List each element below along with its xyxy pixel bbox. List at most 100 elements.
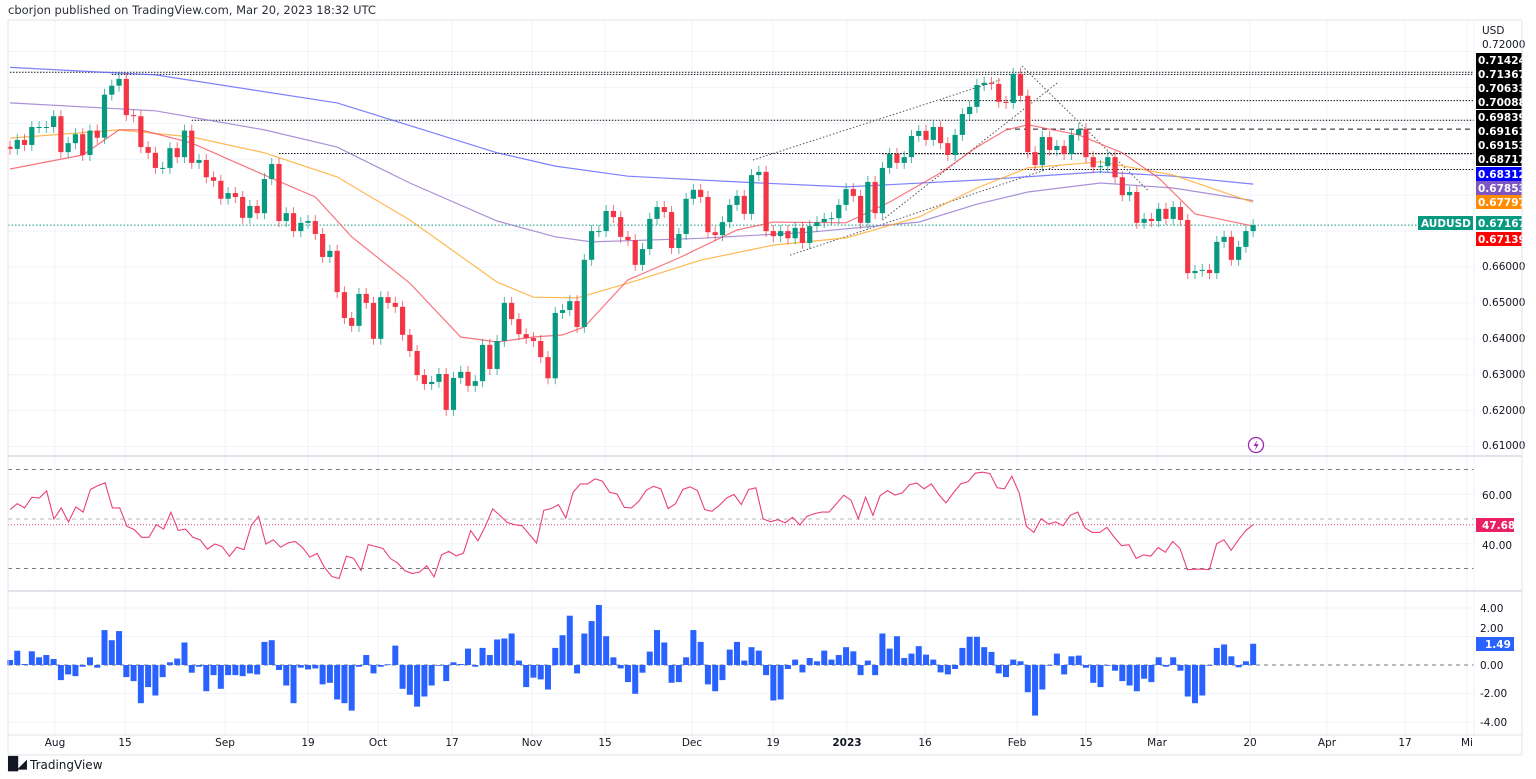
candle-up bbox=[952, 134, 958, 155]
candle-up bbox=[879, 167, 885, 214]
level-price-tag bbox=[1476, 152, 1522, 166]
histogram-bar bbox=[697, 641, 704, 665]
candle-up bbox=[1126, 191, 1133, 196]
candle-down bbox=[1017, 73, 1024, 96]
histogram-bar bbox=[515, 660, 522, 665]
histogram-bar bbox=[174, 658, 181, 665]
ma-price-tag bbox=[1476, 167, 1522, 181]
candle-up bbox=[778, 231, 784, 237]
candle-down bbox=[1003, 101, 1009, 103]
tradingview-logo[interactable]: █◢ TradingView bbox=[8, 757, 103, 772]
histogram-bar bbox=[617, 665, 624, 669]
candle-down bbox=[945, 143, 951, 155]
candle-down bbox=[1047, 137, 1053, 150]
candle-up bbox=[596, 231, 602, 233]
candle-down bbox=[94, 130, 100, 138]
candle-down bbox=[1119, 177, 1125, 196]
histogram-bar bbox=[813, 661, 820, 665]
level-price-tag-text: 0.69153 bbox=[1478, 140, 1526, 152]
histogram-bar bbox=[443, 665, 450, 682]
candle-down bbox=[857, 195, 864, 223]
candle-up bbox=[167, 148, 173, 168]
histogram-bar bbox=[1141, 665, 1148, 679]
histogram-bar bbox=[254, 665, 261, 675]
candle-down bbox=[370, 302, 377, 339]
level-price-tag bbox=[1476, 95, 1522, 109]
candle-up bbox=[1250, 225, 1256, 232]
candle-down bbox=[1090, 157, 1096, 168]
time-tick: 20 bbox=[1243, 737, 1256, 749]
histogram-bar bbox=[406, 665, 413, 695]
histogram-bar bbox=[1068, 656, 1075, 665]
histogram-bar bbox=[952, 665, 959, 669]
histogram-bar bbox=[166, 662, 173, 665]
histogram-bar bbox=[1126, 665, 1133, 686]
candle-down bbox=[443, 373, 449, 410]
candle-up bbox=[1097, 166, 1104, 168]
candle-down bbox=[58, 116, 64, 153]
time-tick: Feb bbox=[1008, 737, 1027, 749]
histogram-bar bbox=[1002, 665, 1009, 678]
candle-down bbox=[1112, 157, 1118, 178]
histogram-bar bbox=[944, 665, 951, 675]
candle-up bbox=[450, 377, 457, 410]
candle-down bbox=[1163, 208, 1169, 219]
candle-up bbox=[1199, 269, 1205, 271]
price-tick: 0.64000 bbox=[1482, 333, 1525, 345]
histogram-bar bbox=[334, 665, 341, 700]
candle-down bbox=[1148, 218, 1154, 222]
candle-down bbox=[1025, 95, 1031, 153]
histogram-bar bbox=[930, 659, 937, 665]
histogram-bar bbox=[639, 665, 646, 673]
candle-up bbox=[647, 218, 653, 250]
candle-up bbox=[690, 189, 696, 199]
candle-down bbox=[1032, 152, 1038, 166]
price-tick: 0.63000 bbox=[1482, 369, 1525, 381]
candle-down bbox=[705, 196, 711, 233]
histogram-bar bbox=[326, 665, 333, 683]
lightning-icon[interactable] bbox=[1247, 436, 1265, 454]
candle-down bbox=[80, 134, 86, 155]
histogram-bar bbox=[225, 665, 232, 676]
histogram-bar bbox=[108, 640, 115, 665]
candle-down bbox=[130, 115, 137, 117]
histogram-bar bbox=[217, 665, 224, 689]
last-price-tag-text: 0.67167 bbox=[1478, 218, 1526, 230]
histogram-bar bbox=[428, 665, 435, 686]
hist-tick: -4.00 bbox=[1480, 717, 1507, 729]
candle-up bbox=[683, 198, 689, 234]
time-tick: Sep bbox=[215, 737, 235, 749]
symbol-tag-text: AUDUSD bbox=[1421, 218, 1471, 230]
histogram-bar bbox=[79, 665, 86, 667]
histogram-bar bbox=[1097, 665, 1104, 688]
candle-down bbox=[850, 189, 856, 196]
histogram-bar bbox=[1235, 665, 1242, 668]
hist-tick: 2.00 bbox=[1480, 623, 1503, 635]
candle-down bbox=[152, 152, 158, 168]
candle-up bbox=[72, 134, 79, 144]
histogram-bar bbox=[203, 665, 210, 692]
candle-down bbox=[312, 221, 318, 234]
candle-up bbox=[908, 135, 915, 158]
histogram-bar bbox=[305, 665, 312, 670]
candle-up bbox=[901, 157, 907, 163]
candle-down bbox=[276, 163, 282, 222]
chart-border bbox=[7, 19, 1523, 756]
candle-down bbox=[1206, 269, 1213, 274]
histogram-bar bbox=[668, 665, 675, 683]
publish-info: cborjon published on TradingView.com, Ma… bbox=[8, 3, 376, 17]
time-tick: 16 bbox=[918, 737, 932, 749]
price-tick: 0.62000 bbox=[1482, 405, 1525, 417]
candle-up bbox=[479, 344, 486, 382]
rsi-tick: 40.00 bbox=[1482, 540, 1512, 552]
histogram-bar bbox=[130, 665, 137, 682]
rsi-value-tag-text: 47.68 bbox=[1482, 520, 1515, 532]
histogram-bar bbox=[508, 633, 515, 665]
candle-down bbox=[254, 205, 260, 214]
histogram-bar bbox=[588, 621, 595, 665]
histogram-bar bbox=[726, 649, 733, 665]
candle-down bbox=[545, 357, 551, 379]
horizontal-levels[interactable] bbox=[8, 71, 1474, 226]
candle-up bbox=[247, 205, 253, 218]
